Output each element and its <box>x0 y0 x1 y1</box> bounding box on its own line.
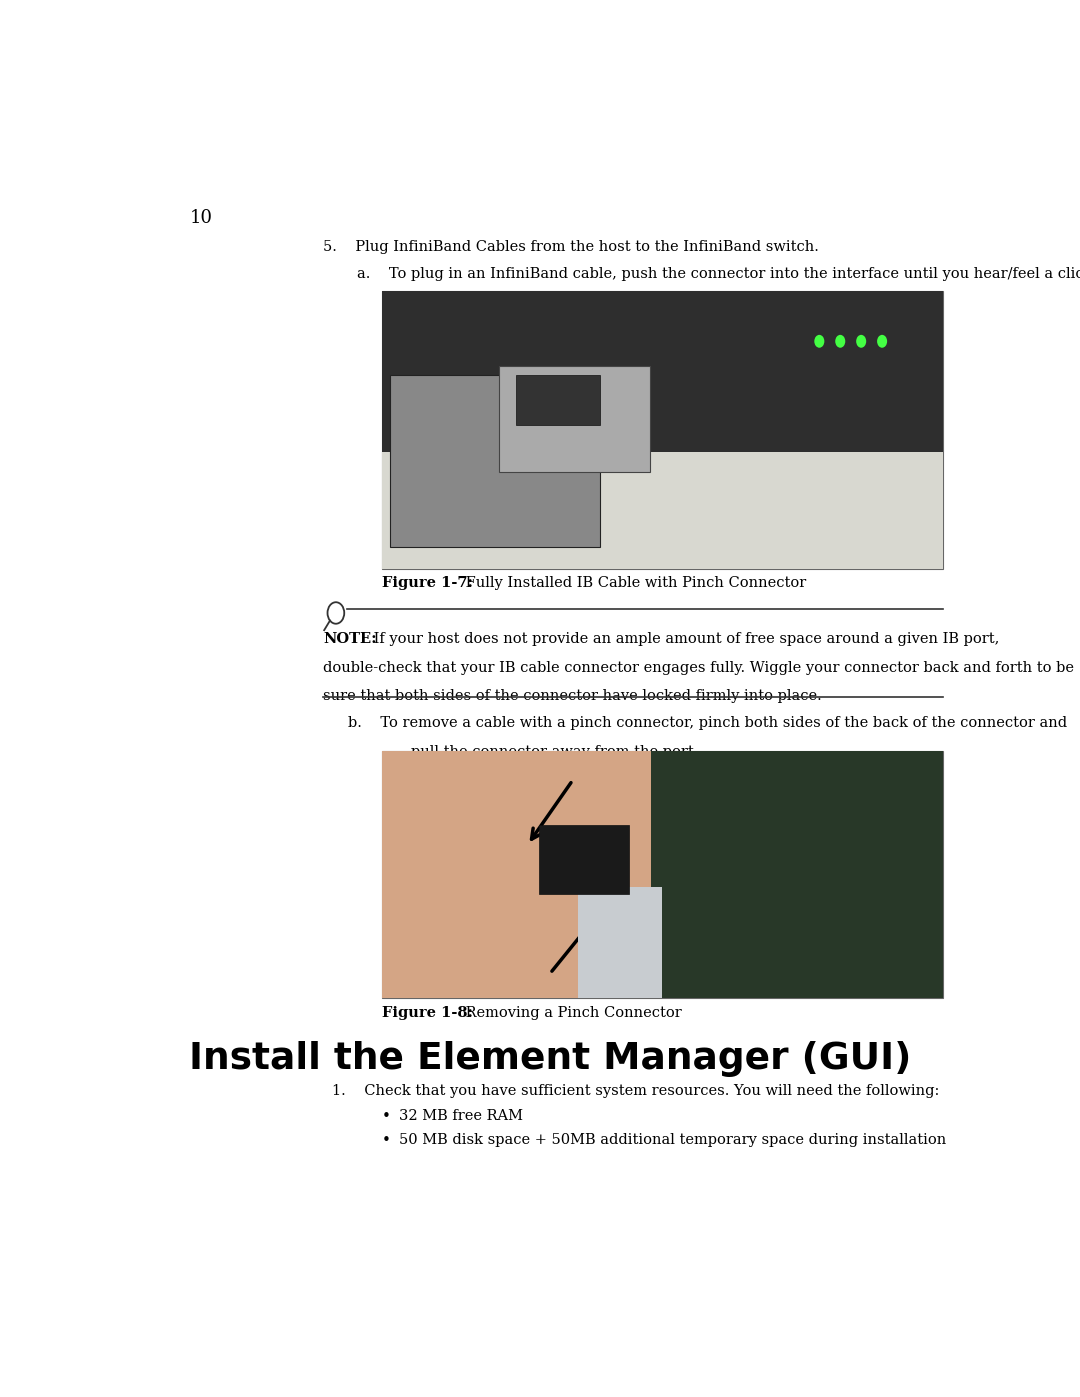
Text: NOTE:: NOTE: <box>323 633 377 647</box>
Text: •: • <box>382 1109 391 1123</box>
Text: •: • <box>382 1133 391 1147</box>
Bar <box>382 453 943 569</box>
FancyBboxPatch shape <box>390 374 599 546</box>
Bar <box>499 366 650 472</box>
Text: sure that both sides of the connector have locked firmly into place.: sure that both sides of the connector ha… <box>323 689 822 703</box>
Bar <box>382 750 943 997</box>
Text: 32 MB free RAM: 32 MB free RAM <box>399 1109 523 1123</box>
Text: 5.    Plug InfiniBand Cables from the host to the InfiniBand switch.: 5. Plug InfiniBand Cables from the host … <box>323 240 820 254</box>
Text: Fully Installed IB Cable with Pinch Connector: Fully Installed IB Cable with Pinch Conn… <box>461 577 807 591</box>
Text: Install the Element Manager (GUI): Install the Element Manager (GUI) <box>189 1041 912 1077</box>
Text: a.    To plug in an InfiniBand cable, push the connector into the interface unti: a. To plug in an InfiniBand cable, push … <box>356 267 1080 281</box>
Bar <box>382 292 943 453</box>
Bar <box>382 292 943 569</box>
Circle shape <box>835 335 846 348</box>
Bar <box>539 824 629 894</box>
Text: Removing a Pinch Connector: Removing a Pinch Connector <box>461 1006 683 1020</box>
Text: b.    To remove a cable with a pinch connector, pinch both sides of the back of : b. To remove a cable with a pinch connec… <box>349 717 1067 731</box>
Text: double-check that your IB cable connector engages fully. Wiggle your connector b: double-check that your IB cable connecto… <box>323 661 1075 675</box>
Bar <box>618 750 943 997</box>
Bar <box>382 750 651 997</box>
Circle shape <box>877 335 887 348</box>
Text: 50 MB disk space + 50MB additional temporary space during installation: 50 MB disk space + 50MB additional tempo… <box>399 1133 946 1147</box>
Text: pull the connector away from the port.: pull the connector away from the port. <box>374 745 698 760</box>
Circle shape <box>856 335 866 348</box>
Bar <box>516 374 599 425</box>
Text: 1.    Check that you have sufficient system resources. You will need the followi: 1. Check that you have sufficient system… <box>332 1084 940 1098</box>
Text: If your host does not provide an ample amount of free space around a given IB po: If your host does not provide an ample a… <box>369 633 1000 647</box>
Text: Figure 1-7:: Figure 1-7: <box>382 577 473 591</box>
Text: 10: 10 <box>189 208 213 226</box>
Circle shape <box>814 335 824 348</box>
Text: Figure 1-8:: Figure 1-8: <box>382 1006 473 1020</box>
Bar <box>578 887 662 997</box>
